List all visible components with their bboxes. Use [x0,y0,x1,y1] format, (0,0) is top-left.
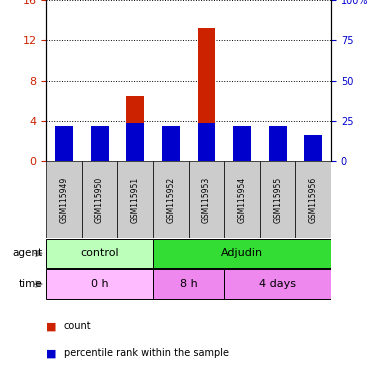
Bar [233,151,251,161]
Bar [46,270,153,299]
Bar [91,126,109,161]
Text: GSM115956: GSM115956 [309,177,318,223]
Bar [55,126,73,161]
Bar [224,270,331,299]
Bar [198,122,215,161]
Bar [117,161,153,238]
Bar [126,122,144,161]
Text: Adjudin: Adjudin [221,248,263,258]
Text: GSM115952: GSM115952 [166,177,175,223]
Bar [269,149,286,161]
Text: agent: agent [12,248,42,258]
Bar [46,239,153,268]
Bar [46,161,82,238]
Text: GSM115955: GSM115955 [273,177,282,223]
Text: count: count [64,321,91,331]
Text: GSM115953: GSM115953 [202,177,211,223]
Text: 0 h: 0 h [91,279,109,289]
Text: GSM115949: GSM115949 [60,177,69,223]
Bar [305,154,322,161]
Bar [91,150,109,161]
Text: control: control [80,248,119,258]
Bar [153,239,331,268]
Bar [233,126,251,161]
Text: percentile rank within the sample: percentile rank within the sample [64,348,229,358]
Text: time: time [19,279,42,289]
Bar [305,136,322,161]
Text: GSM115951: GSM115951 [131,177,140,223]
Bar [55,149,73,161]
Bar [260,161,296,238]
Bar [153,270,224,299]
Text: ■: ■ [46,348,57,358]
Text: 8 h: 8 h [180,279,198,289]
Text: ■: ■ [46,321,57,331]
Bar [82,161,117,238]
Bar [296,161,331,238]
Bar [189,161,224,238]
Bar [269,126,286,161]
Bar [162,126,180,161]
Bar [126,96,144,161]
Bar [162,150,180,161]
Bar [198,28,215,161]
Text: GSM115954: GSM115954 [238,177,246,223]
Text: GSM115950: GSM115950 [95,177,104,223]
Bar [224,161,260,238]
Bar [153,161,189,238]
Text: 4 days: 4 days [259,279,296,289]
